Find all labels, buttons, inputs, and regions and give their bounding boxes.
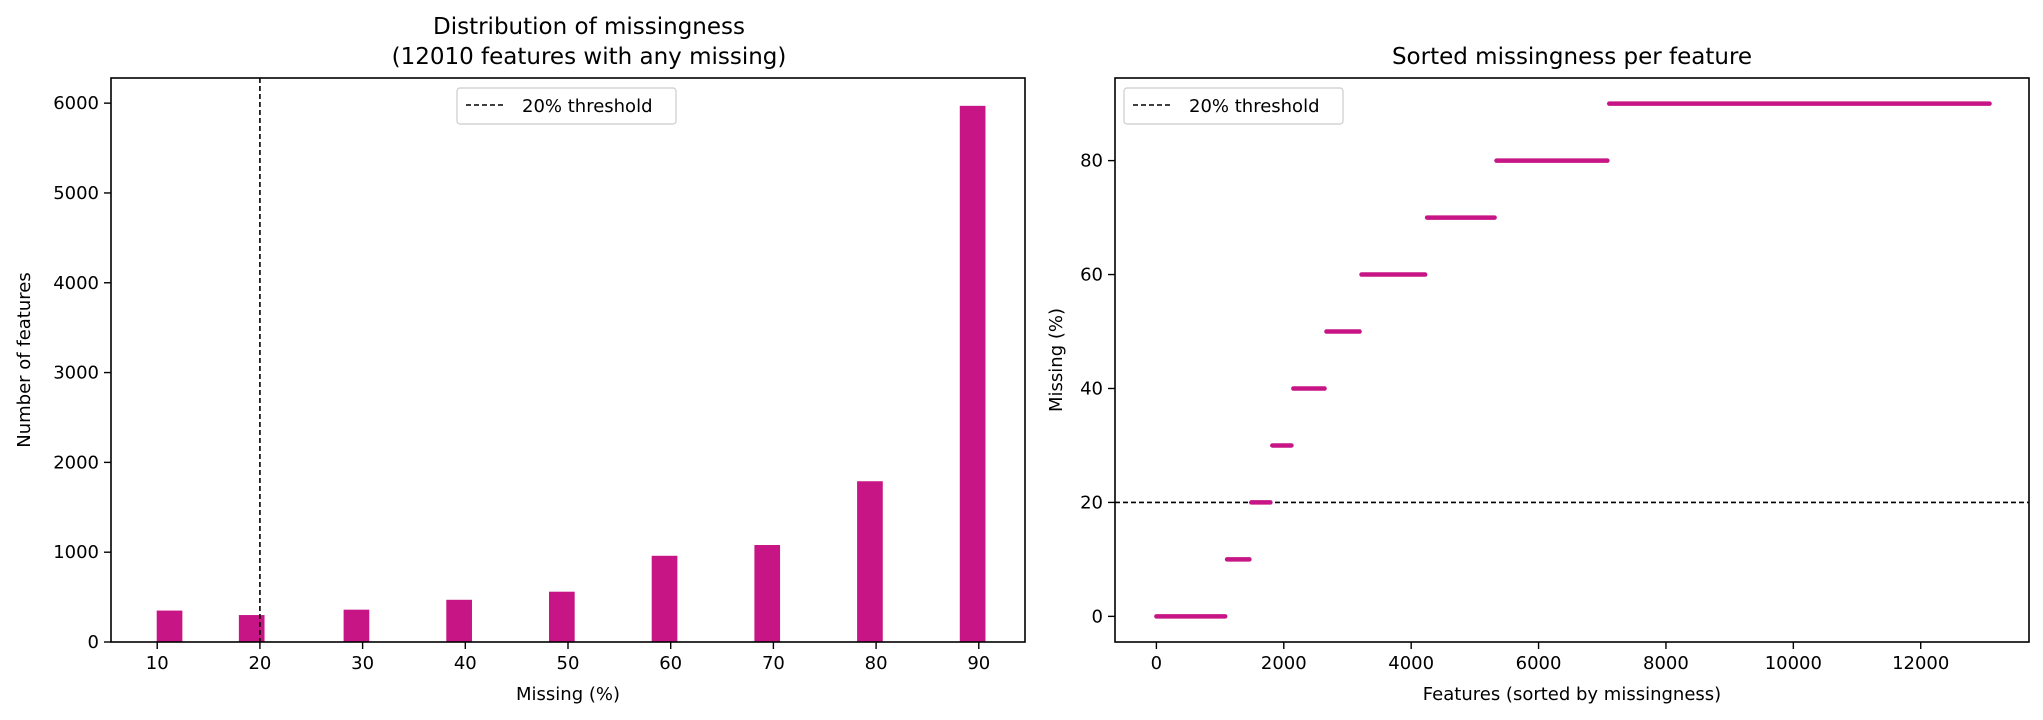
left-chart-title-line2: (12010 features with any missing) xyxy=(392,44,787,70)
right-chart-title: Sorted missingness per feature xyxy=(1392,44,1752,70)
right-y-tick-label: 60 xyxy=(1080,265,1103,286)
bar-79.4 xyxy=(857,481,883,642)
left-x-tick-label: 10 xyxy=(146,653,169,674)
right-y-axis-label: Missing (%) xyxy=(1046,308,1067,412)
left-x-axis-label: Missing (%) xyxy=(516,684,620,705)
left-y-tick-label: 3000 xyxy=(53,363,99,384)
left-axes-frame xyxy=(110,77,1026,643)
right-x-tick-label: 10000 xyxy=(1765,653,1822,674)
left-y-tick-label: 5000 xyxy=(53,183,99,204)
left-x-tick-label: 80 xyxy=(865,653,888,674)
left-y-tick-label: 6000 xyxy=(53,93,99,114)
left-x-tick-label: 90 xyxy=(967,653,990,674)
right-axes-frame xyxy=(1114,77,2030,643)
bar-29.4 xyxy=(343,609,370,642)
left-x-tick-label: 20 xyxy=(248,653,271,674)
left-y-axis-label: Number of features xyxy=(14,272,35,447)
bar-19.2 xyxy=(238,615,265,642)
right-x-tick-label: 4000 xyxy=(1388,653,1434,674)
right-y-tick-label: 80 xyxy=(1080,151,1103,172)
left-x-tick-label: 30 xyxy=(351,653,374,674)
right-y-tick-label: 40 xyxy=(1080,378,1103,399)
bar-49.4 xyxy=(549,591,575,642)
left-y-tick-label: 4000 xyxy=(53,273,99,294)
right-chart-panel: Sorted missingness per feature 0 2000 4000… xyxy=(1046,44,2030,705)
left-y-tick-label: 0 xyxy=(88,632,99,653)
right-plot-area: 0 2000 4000 6000 8000 10000 12000 0 20 40 60 80 xyxy=(1080,101,2029,674)
right-x-axis-label: Features (sorted by missingness) xyxy=(1423,684,1721,705)
right-x-tick-label: 8000 xyxy=(1643,653,1689,674)
right-x-tick-label: 12000 xyxy=(1892,653,1949,674)
left-legend-label: 20% threshold xyxy=(522,96,653,117)
right-legend: 20% threshold xyxy=(1123,87,1344,125)
left-plot-area: 10 20 30 40 50 60 70 80 90 0 1000 2000 3000 4000 5000 6… xyxy=(53,78,990,674)
right-x-tick-label: 0 xyxy=(1151,653,1162,674)
left-x-tick-label: 50 xyxy=(557,653,580,674)
right-legend-box xyxy=(1123,87,1344,125)
right-x-tick-label: 2000 xyxy=(1261,653,1307,674)
left-x-tick-label: 70 xyxy=(762,653,785,674)
left-legend: 20% threshold xyxy=(456,87,677,125)
right-legend-label: 20% threshold xyxy=(1189,96,1320,117)
left-legend-box xyxy=(456,87,677,125)
left-y-tick-label: 2000 xyxy=(53,452,99,473)
left-y-tick-label: 1000 xyxy=(53,542,99,563)
left-x-tick-label: 40 xyxy=(454,653,477,674)
left-chart-panel: Distribution of missingness (12010 featu… xyxy=(14,14,1026,705)
left-x-tick-label: 60 xyxy=(659,653,682,674)
right-x-tick-label: 6000 xyxy=(1516,653,1562,674)
bar-11.2 xyxy=(156,610,183,642)
bar-69.4 xyxy=(754,545,781,642)
bar-89.4 xyxy=(959,105,986,643)
bar-39.4 xyxy=(446,599,472,642)
right-y-tick-label: 0 xyxy=(1092,606,1103,627)
left-chart-title-line1: Distribution of missingness xyxy=(433,14,745,40)
right-y-tick-label: 20 xyxy=(1080,492,1103,513)
bar-59.4 xyxy=(651,555,678,642)
